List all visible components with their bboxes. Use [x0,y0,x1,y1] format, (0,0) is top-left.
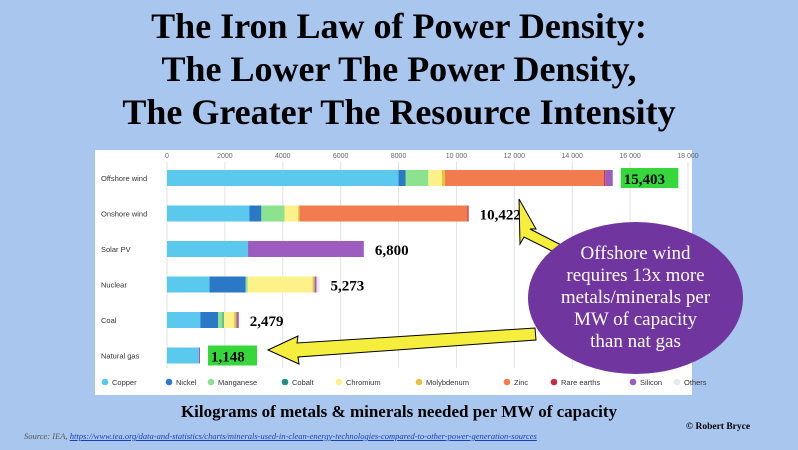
legend-label: Nickel [176,378,197,387]
bar-segment [312,276,315,293]
legend-label: Copper [112,378,137,387]
legend-swatch [101,378,109,386]
bar-segments [167,170,613,364]
x-tick-label: 12 000 [504,153,526,160]
legend-swatch [503,378,511,386]
bar-segment [223,312,235,328]
x-tick-label: 10 000 [446,153,468,160]
legend-label: Molybdenum [426,378,469,387]
source-note: Source: IEA, https://www.iea.org/data-an… [24,431,537,441]
category-label: Natural gas [101,352,140,361]
x-tick-label: 0 [165,153,169,160]
bar-segment [245,276,248,293]
legend-label: Silicon [640,378,662,387]
legend-swatch [629,378,637,386]
bar-segment [467,205,469,222]
bar-segment [167,276,210,293]
bar-segment [428,170,442,186]
x-axis-tick-labels: 0 2000 4000 6000 8000 10 000 12 000 14 000 16 00… [165,153,699,160]
category-label: Nuclear [101,281,127,290]
title-line-2: The Lower The Power Density, [161,49,637,89]
legend-label: Others [684,378,707,387]
total-label: 5,273 [331,279,365,295]
bar-segment [200,312,219,328]
total-label: 15,403 [624,172,665,188]
category-label: Offshore wind [101,174,147,183]
callout-text: Offshore wind requires 13x more metals/m… [560,243,711,352]
legend: Copper Nickel Manganese Cobalt Chromium Molyb… [101,378,707,387]
callout-bubble: Offshore wind requires 13x more metals/m… [528,222,743,374]
x-tick-label: 4000 [275,153,291,160]
total-label-highlight [620,168,679,188]
category-label: Coal [101,316,117,325]
title-line-1: The Iron Law of Power Density: [151,6,647,46]
bar-segment [218,312,223,328]
bar-segment [198,347,200,364]
bar-segment [604,170,606,186]
legend-label: Chromium [346,378,381,387]
bar-segment [167,170,399,186]
bar-segment [248,241,364,257]
x-tick-label: 2000 [217,153,233,160]
legend-swatch [335,378,343,386]
category-labels: Offshore wind Onshore wind Solar PV Nuclear… [101,174,147,361]
credit: © Robert Bryce [686,422,751,432]
total-label-highlight [207,345,257,366]
bar-segment [167,205,250,222]
bar-segment [167,312,201,328]
x-tick-label: 6000 [333,153,349,160]
bar-segment [222,312,224,328]
bar-segment [398,170,406,186]
total-label: 10,422 [480,208,521,224]
bar-segment [316,276,320,293]
bar-segment [298,205,300,222]
bar-segment [314,276,317,293]
category-label: Solar PV [101,245,131,254]
x-tick-label: 18 000 [677,153,699,160]
chart-caption: Kilograms of metals & minerals needed pe… [180,402,618,421]
source-link[interactable]: https://www.iea.org/data-and-statistics/… [69,431,537,441]
bar-segment [167,347,199,364]
legend-swatch [415,378,423,386]
legend-swatch [673,378,681,386]
legend-label: Cobalt [292,378,315,387]
bar-segment [441,170,445,186]
bar-segment [234,312,237,328]
bar-segment [209,276,246,293]
legend-swatch [165,378,173,386]
bar-segment [405,170,429,186]
category-label: Onshore wind [101,210,147,219]
bar-segment [261,205,285,222]
bar-segment [167,241,249,257]
total-label: 1,148 [211,350,245,366]
legend-swatch [550,378,558,386]
bar-segment [605,170,613,186]
bar-segment [249,205,262,222]
bar-segment [444,170,605,186]
legend-label: Rare earths [561,378,600,387]
bar-segment [236,312,239,328]
x-tick-label: 14 000 [562,153,584,160]
legend-swatch [281,378,289,386]
bar-segment [284,205,299,222]
bar-segment [299,205,468,222]
total-label: 2,479 [250,314,284,330]
x-tick-label: 8000 [391,153,407,160]
bar-segment [247,276,313,293]
x-tick-label: 16 000 [619,153,641,160]
source-prefix: Source: IEA, [24,431,68,441]
legend-label: Manganese [218,378,257,387]
legend-swatch [207,378,215,386]
total-label: 6,800 [375,243,409,259]
title-line-3: The Greater The Resource Intensity [122,92,676,132]
total-labels: 15,403 10,422 6,800 5,273 2,479 1,148 [207,168,679,366]
legend-label: Zinc [514,378,528,387]
